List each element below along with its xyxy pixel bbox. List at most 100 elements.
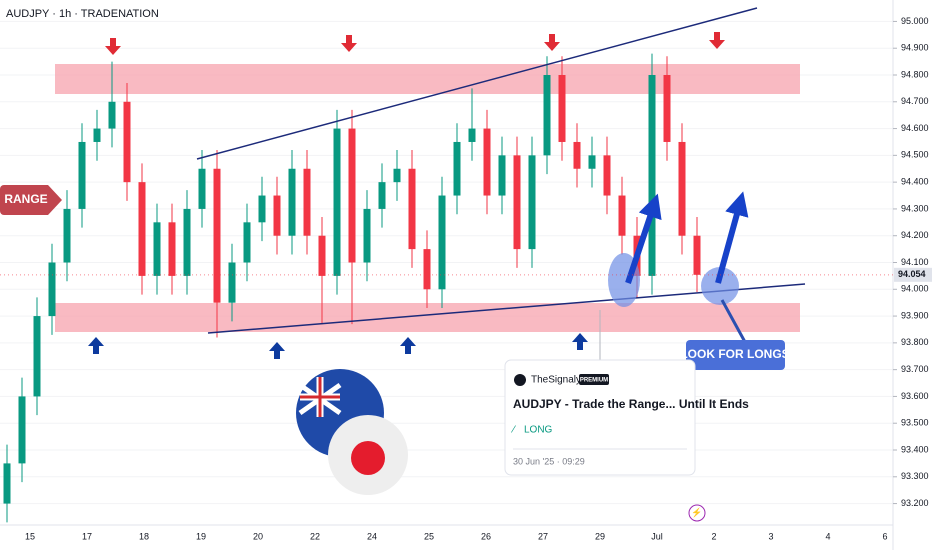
x-tick-label: 24 [367, 531, 377, 541]
candle-body [108, 101, 116, 129]
candle-body [213, 168, 221, 303]
y-tick-label: 94.300 [901, 203, 929, 213]
candle-body [33, 316, 41, 397]
y-tick-label: 94.900 [901, 43, 929, 53]
y-tick-label: 94.700 [901, 96, 929, 106]
x-tick-label: 25 [424, 531, 434, 541]
candle-body [528, 155, 536, 250]
candle-body [513, 155, 521, 250]
candle-body [93, 128, 101, 142]
last-price-tag [894, 267, 932, 282]
candle-body [693, 235, 701, 275]
y-tick-label: 94.100 [901, 257, 929, 267]
candle-body [273, 195, 281, 236]
resistance-zone [55, 64, 800, 94]
y-tick-label: 93.900 [901, 310, 929, 320]
y-tick-label: 93.300 [901, 471, 929, 481]
candle-body [288, 168, 296, 236]
x-tick-label: 15 [25, 531, 35, 541]
x-tick-label: 26 [481, 531, 491, 541]
candle-body [153, 222, 161, 276]
author-avatar [514, 374, 526, 386]
japan-disc [351, 441, 385, 475]
candle-body [573, 141, 581, 169]
x-tick-label: 3 [768, 531, 773, 541]
candle-body [63, 208, 71, 263]
card-tag: LONG [524, 425, 553, 436]
candle-body [498, 155, 506, 196]
candle-body [78, 141, 86, 209]
candle-body [18, 396, 26, 464]
range-tag [0, 185, 62, 215]
y-tick-label: 93.800 [901, 337, 929, 347]
candles [3, 53, 701, 523]
y-tick-label: 93.400 [901, 444, 929, 454]
chart-title: AUDJPY · 1h · TRADENATION [6, 8, 159, 20]
down-arrows [105, 32, 725, 55]
touch-circle [701, 267, 739, 305]
candle-body [333, 128, 341, 276]
candle-body [678, 141, 686, 236]
card-badge: PREMIUM [580, 378, 608, 384]
x-tick-label: 6 [882, 531, 887, 541]
candle-body [168, 222, 176, 276]
candle-body [48, 262, 56, 317]
candle-body [348, 128, 356, 263]
y-tick-label: 94.500 [901, 150, 929, 160]
candle-body [318, 235, 326, 276]
candle-body [378, 182, 386, 209]
card-author: TheSignalyst [531, 375, 589, 386]
y-tick-label: 94.800 [901, 69, 929, 79]
long-arrow [715, 191, 749, 284]
candle-body [483, 128, 491, 196]
candle-body [453, 141, 461, 196]
y-tick-label: 93.600 [901, 391, 929, 401]
x-tick-label: Jul [651, 531, 663, 541]
x-tick-label: 20 [253, 531, 263, 541]
event-icon-glyph: ⚡ [691, 506, 702, 518]
look-for-longs-label: LOOK FOR LONGS [680, 347, 789, 361]
candle-body [138, 182, 146, 276]
y-tick-label: 95.000 [901, 16, 929, 26]
candle-body [183, 208, 191, 276]
candle-body [603, 155, 611, 196]
y-tick-label: 93.500 [901, 418, 929, 428]
x-tick-label: 19 [196, 531, 206, 541]
candle-body [243, 222, 251, 263]
last-price-label: 94.054 [898, 269, 926, 279]
candle-body [438, 195, 446, 290]
up-arrows [88, 333, 588, 359]
premium-badge [579, 374, 609, 385]
candle-body [363, 208, 371, 263]
candle-body [423, 249, 431, 290]
idea-card [504, 359, 696, 476]
card-tag-icon: ⁄ [510, 425, 516, 436]
y-tick-label: 94.000 [901, 284, 929, 294]
card-title: AUDJPY - Trade the Range... Until It End… [513, 397, 749, 411]
y-tick-label: 94.600 [901, 123, 929, 133]
upper-trendline [196, 7, 758, 160]
candle-body [618, 195, 626, 236]
candle-body [228, 262, 236, 303]
candle-body [558, 75, 566, 142]
candle-body [303, 168, 311, 236]
flag-cross [300, 377, 340, 417]
candle-body [123, 101, 131, 183]
callout-line [720, 299, 747, 343]
x-tick-label: 27 [538, 531, 548, 541]
x-tick-label: 29 [595, 531, 605, 541]
candle-body [198, 168, 206, 209]
x-tick-label: 22 [310, 531, 320, 541]
long-arrow [625, 193, 662, 284]
candle-body [3, 463, 11, 504]
x-tick-label: 4 [825, 531, 830, 541]
x-tick-label: 2 [711, 531, 716, 541]
y-tick-label: 93.200 [901, 498, 929, 508]
event-icon [688, 504, 706, 522]
candle-body [543, 75, 551, 156]
candle-body [648, 75, 656, 276]
y-tick-label: 94.400 [901, 177, 929, 187]
y-tick-label: 94.200 [901, 230, 929, 240]
x-tick-label: 18 [139, 531, 149, 541]
